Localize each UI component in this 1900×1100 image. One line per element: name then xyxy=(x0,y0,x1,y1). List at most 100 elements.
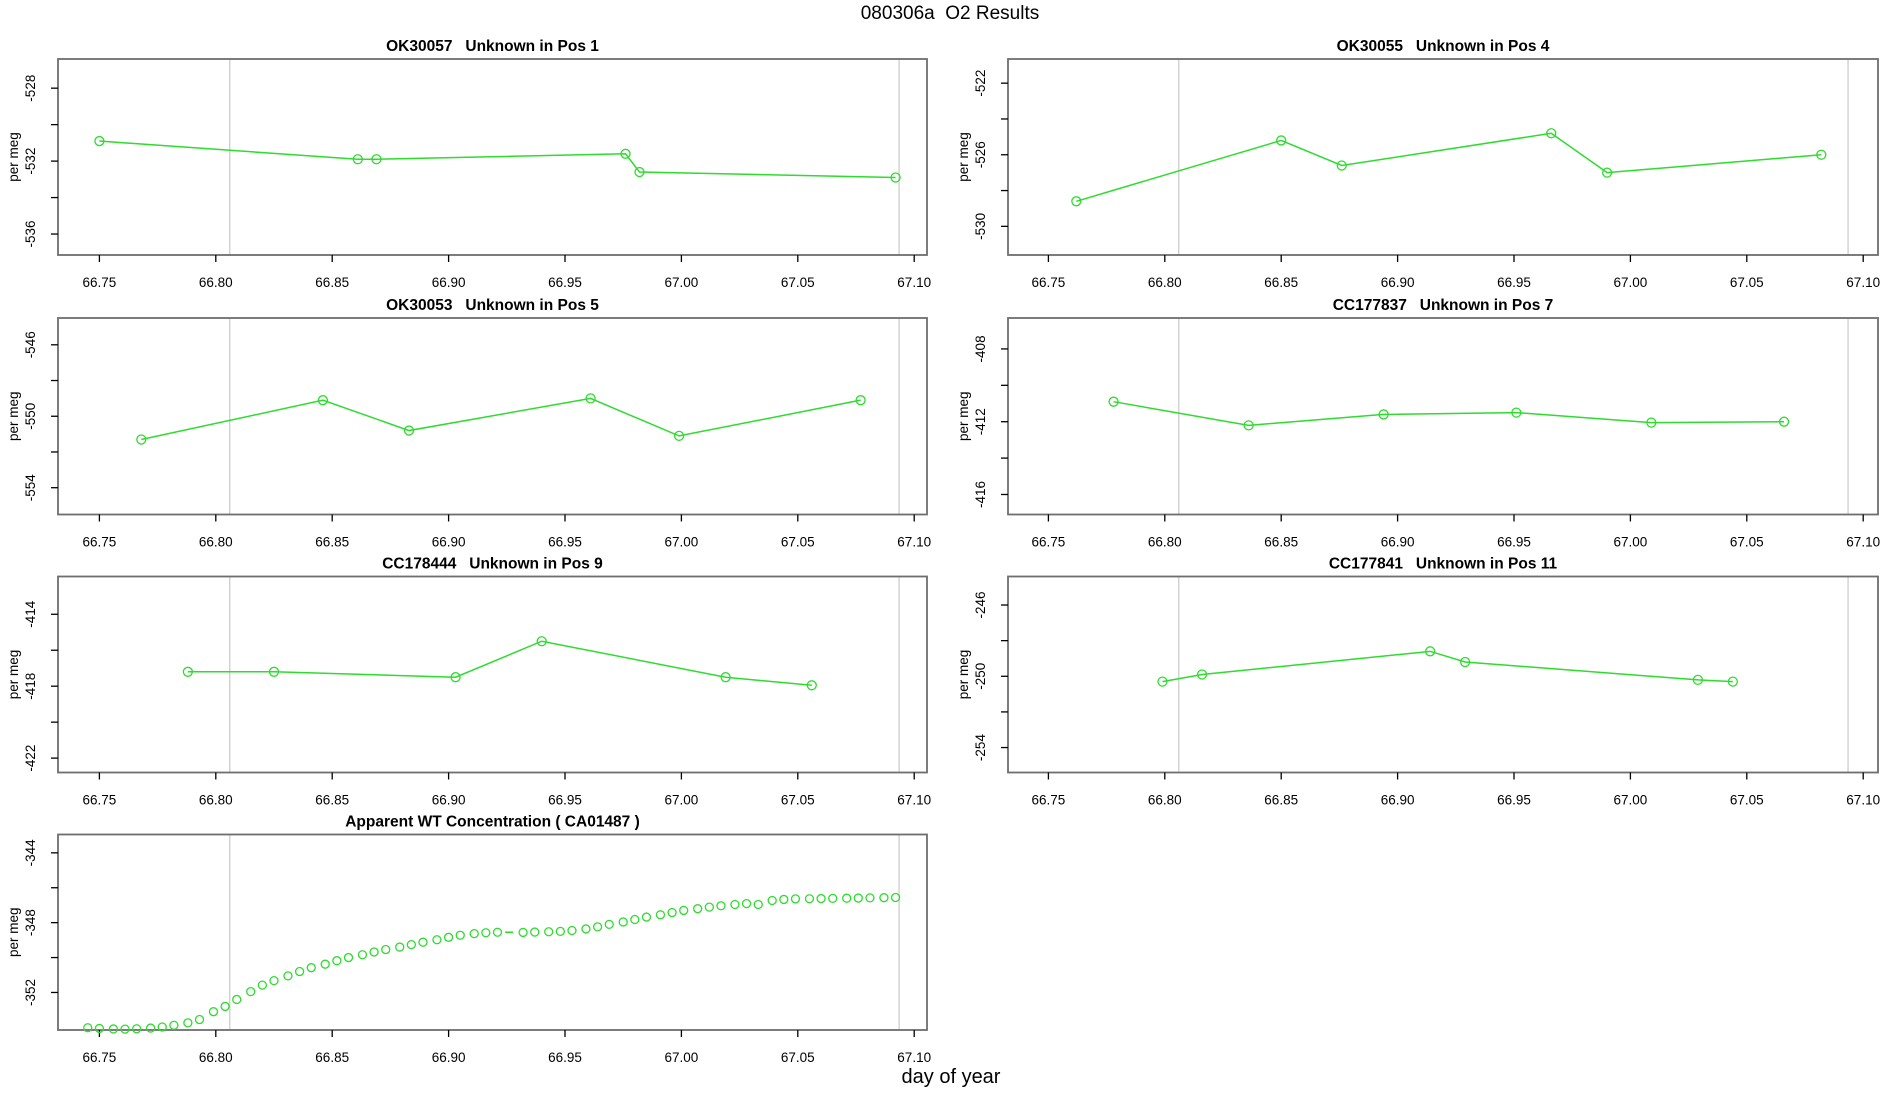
data-point-marker xyxy=(136,434,147,445)
data-point-marker xyxy=(131,1024,142,1034)
y-axis-title: per meg xyxy=(956,650,971,700)
y-tick-label: -246 xyxy=(973,591,988,618)
x-tick-label: 67.00 xyxy=(665,275,699,290)
x-tick-label: 66.95 xyxy=(1497,793,1531,808)
series-line xyxy=(1113,400,1785,427)
data-point-marker xyxy=(371,154,382,165)
x-tick-label: 67.00 xyxy=(1614,535,1648,550)
x-tick-label: 66.95 xyxy=(548,1050,582,1065)
series-line xyxy=(1076,132,1822,203)
data-point-marker xyxy=(395,942,405,952)
x-tick-label: 66.95 xyxy=(548,793,582,808)
x-tick-label: 66.95 xyxy=(1497,275,1531,290)
data-point-marker xyxy=(1646,417,1657,428)
plot-frame xyxy=(1007,575,1879,774)
x-tick-label: 66.90 xyxy=(432,793,466,808)
x-tick-label: 67.05 xyxy=(781,793,815,808)
x-tick-label: 66.90 xyxy=(1381,535,1415,550)
series-line xyxy=(141,397,861,441)
y-tick-label: -554 xyxy=(23,474,38,502)
chart-title: CC177837 Unknown in Pos 7 xyxy=(1333,297,1554,314)
data-point-marker xyxy=(320,959,330,969)
data-point-marker xyxy=(1692,674,1704,685)
y-axis-title: per meg xyxy=(6,650,21,700)
data-point-marker xyxy=(357,950,368,960)
series-line xyxy=(99,140,896,179)
x-tick-label: 67.05 xyxy=(781,275,815,290)
data-point-marker xyxy=(581,924,591,934)
data-point-marker xyxy=(1108,396,1119,407)
x-tick-label: 66.95 xyxy=(1497,535,1531,550)
x-tick-label: 66.80 xyxy=(1148,275,1182,290)
x-tick-label: 66.90 xyxy=(432,275,466,290)
y-axis-title: per meg xyxy=(956,391,971,441)
data-point-marker xyxy=(157,1022,167,1032)
data-point-marker xyxy=(1071,196,1082,207)
data-point-marker xyxy=(604,919,614,930)
data-point-marker xyxy=(555,926,565,937)
x-tick-label: 67.10 xyxy=(897,1050,931,1065)
y-tick-label: -254 xyxy=(973,734,988,762)
data-point-marker xyxy=(890,892,901,903)
data-point-marker xyxy=(779,894,789,905)
data-point-marker xyxy=(655,910,666,920)
y-tick-label: -418 xyxy=(23,673,38,700)
chart-title: CC177841 Unknown in Pos 11 xyxy=(1329,556,1558,573)
x-tick-label: 66.80 xyxy=(1148,535,1182,550)
x-tick-label: 67.05 xyxy=(1730,793,1764,808)
y-tick-label: -352 xyxy=(23,979,38,1006)
data-point-marker xyxy=(567,925,577,936)
y-axis-title: per meg xyxy=(956,132,971,182)
data-point-marker xyxy=(469,928,479,939)
data-point-marker xyxy=(667,907,677,918)
data-point-marker xyxy=(865,893,875,903)
x-tick-label: 66.85 xyxy=(1264,275,1298,290)
chart-title: Apparent WT Concentration ( CA01487 ) xyxy=(345,814,640,831)
data-point-marker xyxy=(343,952,354,963)
series-line xyxy=(187,640,812,687)
data-point-marker xyxy=(169,1020,179,1030)
x-tick-label: 66.95 xyxy=(548,535,582,550)
data-point-marker xyxy=(450,672,461,683)
x-tick-label: 67.10 xyxy=(1846,275,1880,290)
plot-frame xyxy=(57,833,928,1031)
data-point-marker xyxy=(530,927,540,937)
x-tick-label: 67.00 xyxy=(1614,793,1648,808)
data-point-marker xyxy=(406,939,417,950)
data-point-marker xyxy=(536,636,547,647)
data-point-marker xyxy=(294,966,305,977)
y-tick-label: -408 xyxy=(973,335,988,362)
x-tick-label: 66.85 xyxy=(1264,535,1298,550)
data-point-marker xyxy=(618,917,628,927)
data-point-marker xyxy=(1601,167,1613,178)
data-point-marker xyxy=(890,172,901,183)
x-tick-label: 66.90 xyxy=(432,1050,466,1065)
x-tick-label: 66.85 xyxy=(315,793,349,808)
data-point-marker xyxy=(194,1014,205,1025)
x-tick-label: 66.85 xyxy=(315,535,349,550)
chart-title: OK30057 Unknown in Pos 1 xyxy=(386,38,599,55)
chart-title: OK30055 Unknown in Pos 4 xyxy=(1337,38,1550,55)
data-point-marker xyxy=(790,894,801,904)
x-tick-label: 66.80 xyxy=(199,535,233,550)
data-point-marker xyxy=(879,893,889,903)
x-tick-label: 67.05 xyxy=(1730,535,1764,550)
series-line xyxy=(1162,650,1733,683)
x-tick-label: 67.10 xyxy=(897,275,931,290)
data-point-marker xyxy=(432,935,442,945)
y-axis-title: per meg xyxy=(6,907,21,957)
data-point-marker xyxy=(145,1023,156,1033)
x-tick-label: 67.10 xyxy=(897,535,931,550)
data-point-marker xyxy=(518,927,528,938)
data-point-marker xyxy=(208,1007,219,1017)
x-tick-label: 66.80 xyxy=(199,793,233,808)
data-point-marker xyxy=(753,899,763,910)
y-tick-label: -550 xyxy=(23,403,38,430)
data-point-marker xyxy=(455,930,465,940)
data-point-marker xyxy=(1816,149,1827,160)
data-point-marker xyxy=(634,166,645,178)
data-point-marker xyxy=(1459,656,1471,668)
data-point-marker xyxy=(767,895,777,906)
